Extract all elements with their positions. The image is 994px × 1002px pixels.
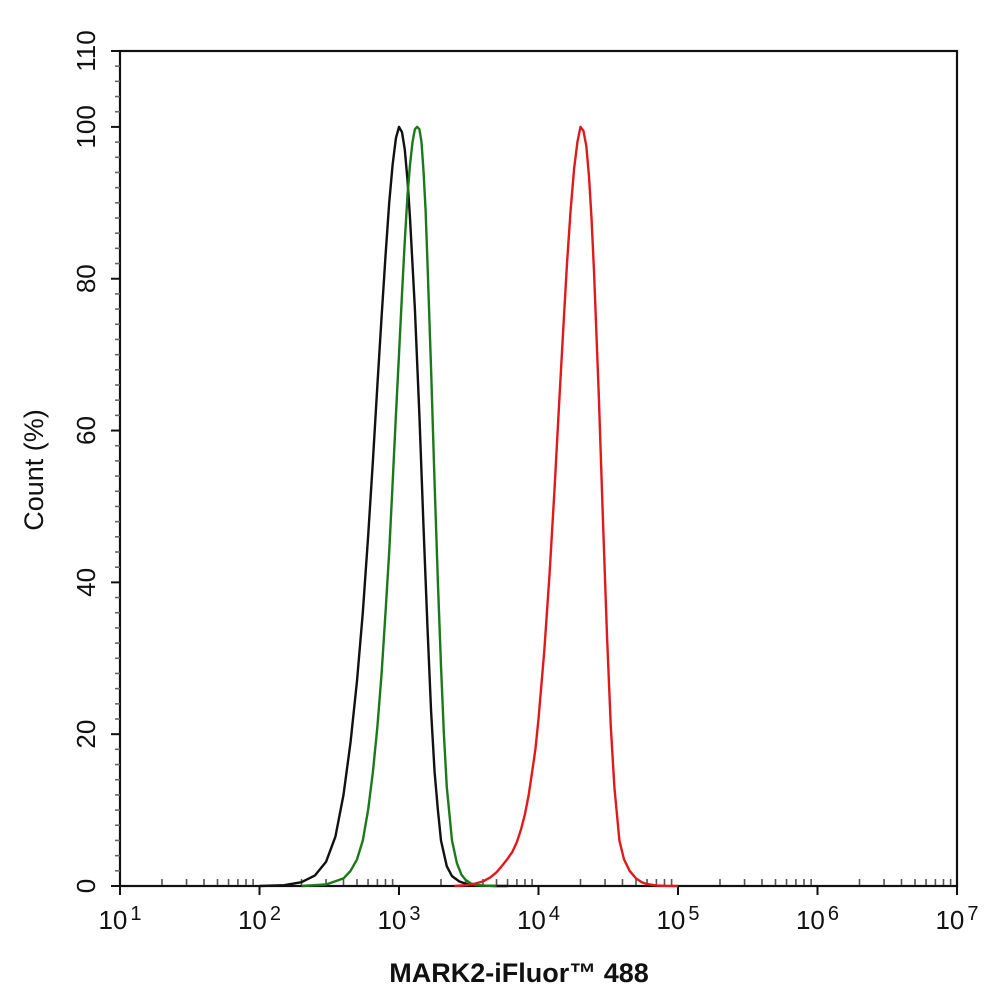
x-tick-label: 10 4 — [517, 903, 560, 935]
series-line-3 — [454, 125, 679, 888]
plot-frame — [118, 49, 959, 888]
tick-labels: 10 1 10 2 10 3 10 4 10 5 10 6 10 7 0 20 40 60 80 100 110 — [71, 30, 979, 935]
series-group — [259, 125, 679, 888]
series-line-2 — [301, 125, 497, 888]
y-tick-label: 60 — [71, 416, 101, 445]
x-tick-label: 10 6 — [796, 903, 839, 935]
x-axis-label: MARK2-iFluor™ 488 — [389, 958, 649, 988]
y-tick-label: 0 — [71, 879, 101, 893]
y-tick-label: 110 — [71, 30, 101, 71]
y-tick-label: 20 — [71, 720, 101, 749]
y-axis-label: Count (%) — [19, 409, 49, 531]
y-tick-label: 80 — [71, 264, 101, 293]
x-tick-label: 10 1 — [98, 903, 141, 935]
series-line-1 — [259, 125, 508, 888]
y-tick-label: 100 — [71, 105, 101, 148]
y-tick-label: 40 — [71, 568, 101, 597]
axes — [111, 49, 959, 895]
x-tick-label: 10 2 — [238, 903, 281, 935]
x-tick-label: 10 7 — [935, 903, 978, 935]
x-tick-label: 10 3 — [377, 903, 420, 935]
x-tick-label: 10 5 — [656, 903, 699, 935]
